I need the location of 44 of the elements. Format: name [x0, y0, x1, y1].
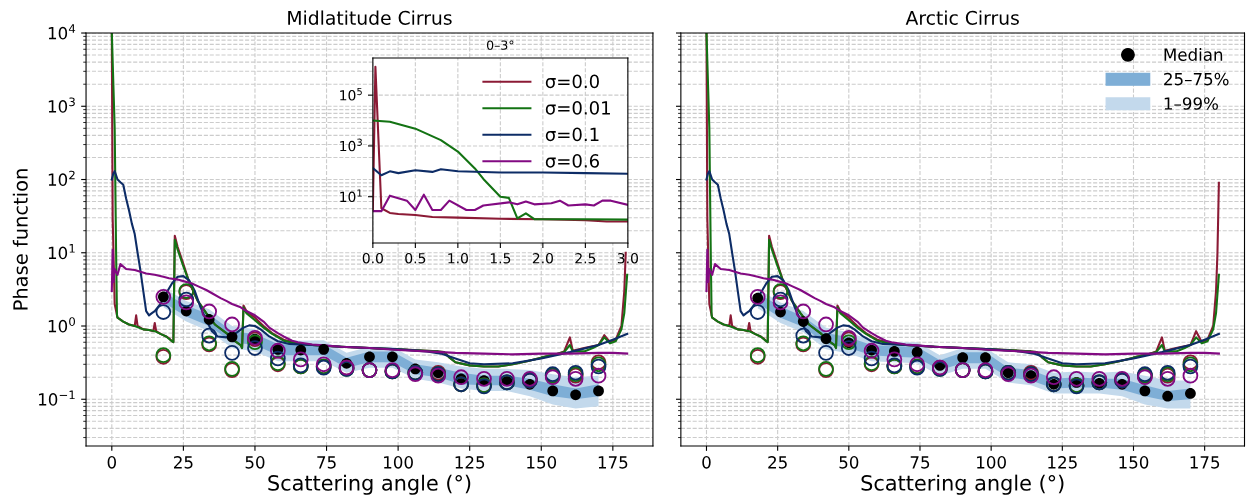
- x-tick-label: 75: [317, 456, 336, 469]
- x-tick-label: 150: [1119, 456, 1149, 469]
- y-tick-label: 10$^{1}$: [48, 244, 75, 260]
- chart-title: 0–3°: [486, 40, 514, 50]
- y-tick-label: 10$^{3}$: [340, 138, 362, 152]
- x-tick-label: 25: [768, 456, 787, 469]
- x-tick-label: 1.0: [448, 252, 468, 264]
- y-tick-label: 10$^{2}$: [48, 170, 75, 186]
- x-tick-label: 0: [702, 456, 711, 469]
- legend-label: 1–99%: [1164, 97, 1218, 110]
- x-tick-label: 125: [455, 456, 485, 469]
- legend-label: σ=0.0: [545, 74, 599, 89]
- x-tick-label: 125: [1048, 456, 1077, 469]
- x-tick-label: 0: [107, 456, 117, 469]
- x-tick-label: 25: [174, 456, 193, 469]
- x-tick-label: 75: [910, 456, 930, 469]
- x-tick-label: 50: [245, 456, 265, 469]
- legend-label: σ=0.1: [545, 127, 599, 142]
- y-tick-label: 10$^{3}$: [48, 97, 75, 113]
- x-tick-label: 1.5: [490, 253, 511, 264]
- legend-label: 25–75%: [1164, 72, 1229, 86]
- y-tick-label: 10$^{5}$: [340, 87, 362, 101]
- x-tick-label: 2.5: [575, 252, 596, 264]
- x-tick-label: 150: [527, 456, 557, 469]
- x-axis-title: Scattering angle (°): [268, 474, 471, 495]
- x-tick-label: 50: [839, 456, 859, 469]
- x-tick-label: 175: [598, 456, 628, 469]
- y-axis-title: Phase function: [12, 169, 28, 310]
- x-tick-label: 100: [977, 456, 1006, 469]
- y-tick-label: 10$^{1}$: [340, 189, 362, 203]
- y-tick-label: 10$^{−1}$: [38, 390, 75, 406]
- legend-label: σ=0.6: [545, 154, 599, 168]
- y-tick-label: 10$^{4}$: [48, 24, 76, 40]
- x-tick-label: 0.0: [362, 252, 383, 264]
- legend-label: σ=0.01: [545, 101, 610, 115]
- x-tick-label: 0.5: [405, 252, 426, 264]
- x-tick-label: 100: [384, 456, 413, 469]
- x-tick-label: 2.0: [532, 252, 553, 264]
- y-tick-label: 10$^{0}$: [48, 317, 75, 333]
- legend-label: Median: [1164, 48, 1223, 61]
- chart-title: Arctic Cirrus: [905, 10, 1019, 25]
- chart-title: Midlatitude Cirrus: [288, 10, 452, 25]
- x-tick-label: 175: [1190, 456, 1220, 469]
- x-axis-title: Scattering angle (°): [861, 474, 1064, 495]
